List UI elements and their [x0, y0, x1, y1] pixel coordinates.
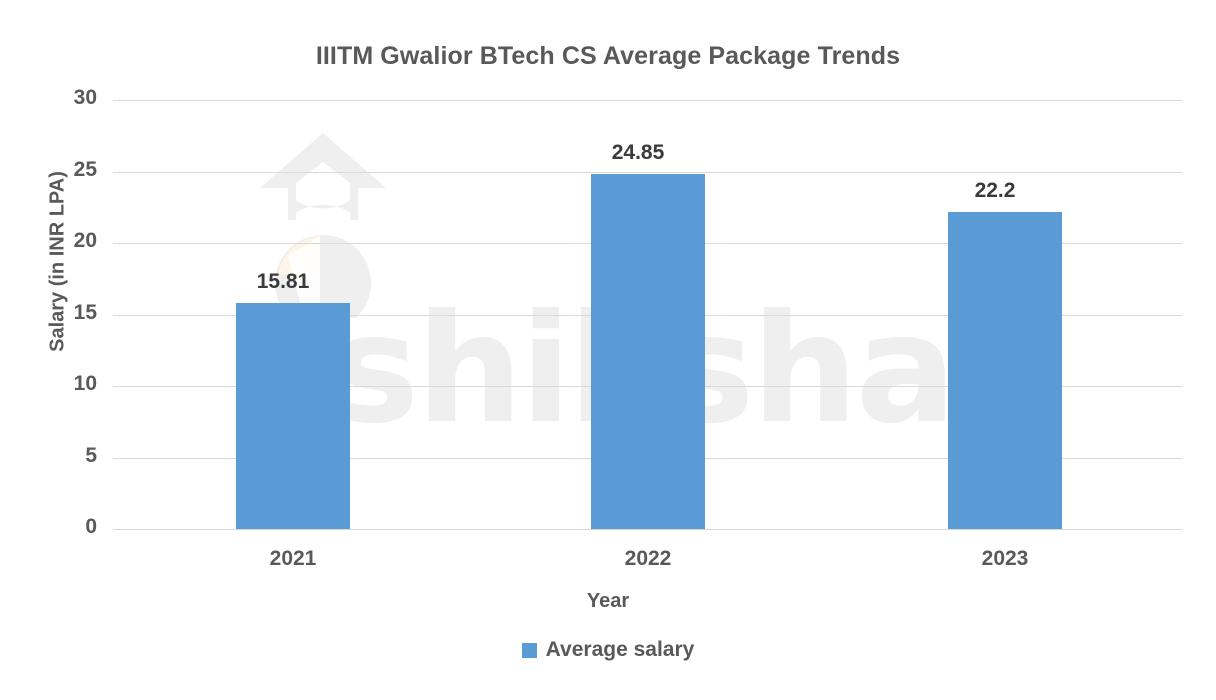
y-tick-30: 30	[73, 86, 97, 109]
legend-swatch-average-salary	[521, 642, 537, 658]
y-tick-20: 20	[73, 229, 97, 252]
y-axis-title: Salary (in INR LPA)	[46, 171, 69, 352]
y-tick-25: 25	[73, 157, 97, 181]
x-tick-2023: 2023	[981, 547, 1029, 570]
bar-2022[interactable]	[591, 173, 705, 529]
bar-label-2021: 15.81	[256, 270, 310, 293]
x-tick-2022: 2022	[624, 547, 672, 570]
chart-title: IIITM Gwalior BTech CS Average Package T…	[315, 42, 901, 70]
bar-label-2023: 22.2	[974, 179, 1016, 202]
x-tick-2021: 2021	[269, 547, 317, 570]
y-tick-15: 15	[73, 300, 97, 324]
bar-2023[interactable]	[948, 211, 1062, 529]
x-axis-title: Year	[586, 590, 630, 612]
chart-legend: Average salary	[0, 638, 1216, 662]
y-tick-10: 10	[73, 372, 97, 395]
bar-2021[interactable]	[236, 302, 350, 529]
gridline-25	[113, 171, 1182, 173]
bar-label-2022: 24.85	[611, 141, 665, 164]
axis-baseline	[113, 529, 1182, 530]
y-tick-5: 5	[85, 443, 97, 467]
y-tick-0: 0	[85, 515, 97, 538]
legend-label-average-salary: Average salary	[545, 638, 695, 661]
gridline-30	[113, 100, 1182, 101]
plot-area	[113, 100, 1182, 530]
